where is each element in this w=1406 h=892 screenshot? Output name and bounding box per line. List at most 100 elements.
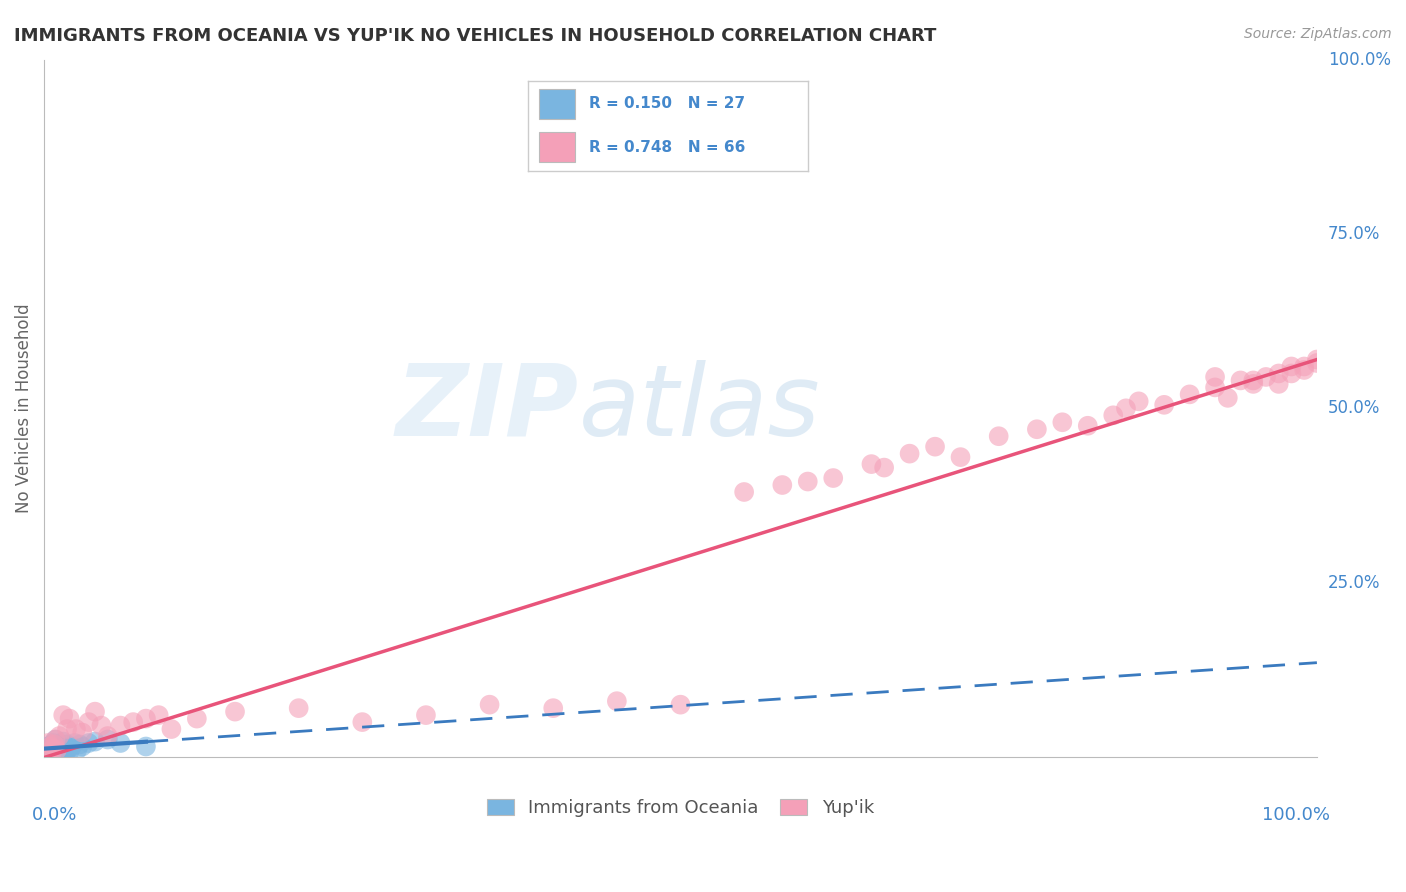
Text: ZIP: ZIP	[395, 359, 579, 457]
Point	[224, 705, 246, 719]
Point	[186, 712, 208, 726]
Point	[1229, 373, 1251, 387]
Point	[110, 718, 132, 732]
Point	[56, 722, 79, 736]
Point	[69, 738, 91, 752]
Point	[1306, 356, 1329, 370]
Point	[72, 739, 94, 754]
Point	[860, 457, 883, 471]
Point	[1153, 398, 1175, 412]
Point	[1281, 367, 1303, 381]
Point	[733, 485, 755, 500]
Point	[1025, 422, 1047, 436]
Text: 0.0%: 0.0%	[31, 805, 77, 824]
Point	[1241, 376, 1264, 391]
Point	[606, 694, 628, 708]
Point	[45, 732, 67, 747]
Point	[1052, 415, 1074, 429]
Point	[90, 718, 112, 732]
Point	[84, 734, 107, 748]
Point	[58, 744, 80, 758]
Point	[797, 475, 820, 489]
Point	[1281, 359, 1303, 374]
Point	[39, 743, 62, 757]
Point	[52, 734, 75, 748]
Point	[949, 450, 972, 464]
Point	[72, 725, 94, 739]
Point	[37, 736, 59, 750]
Point	[415, 708, 437, 723]
Point	[669, 698, 692, 712]
Point	[1294, 359, 1316, 374]
Point	[770, 478, 793, 492]
Point	[122, 715, 145, 730]
Point	[39, 739, 62, 754]
Point	[45, 743, 67, 757]
Point	[924, 440, 946, 454]
Text: IMMIGRANTS FROM OCEANIA VS YUP'IK NO VEHICLES IN HOUSEHOLD CORRELATION CHART: IMMIGRANTS FROM OCEANIA VS YUP'IK NO VEH…	[14, 27, 936, 45]
Point	[1306, 352, 1329, 367]
Point	[97, 729, 120, 743]
Point	[1178, 387, 1201, 401]
Text: 50.0%: 50.0%	[1329, 400, 1381, 417]
Point	[55, 747, 77, 761]
Point	[1128, 394, 1150, 409]
Text: 25.0%: 25.0%	[1329, 574, 1381, 591]
Point	[1115, 401, 1137, 416]
Point	[352, 715, 374, 730]
Point	[38, 744, 60, 758]
Point	[97, 732, 120, 747]
Point	[45, 732, 67, 747]
Point	[84, 705, 107, 719]
Point	[44, 744, 66, 758]
Point	[58, 712, 80, 726]
Legend: Immigrants from Oceania, Yup'ik: Immigrants from Oceania, Yup'ik	[479, 792, 882, 824]
Point	[45, 741, 67, 756]
Text: 100.0%: 100.0%	[1261, 805, 1330, 824]
Point	[60, 739, 83, 754]
Point	[135, 712, 157, 726]
Point	[52, 708, 75, 723]
Point	[1267, 376, 1289, 391]
Point	[541, 701, 564, 715]
Point	[160, 722, 183, 736]
Point	[987, 429, 1010, 443]
Point	[1102, 409, 1125, 423]
Text: 100.0%: 100.0%	[1329, 51, 1391, 69]
Point	[1241, 373, 1264, 387]
Point	[1267, 367, 1289, 381]
Point	[66, 743, 89, 757]
Point	[42, 741, 65, 756]
Point	[1204, 370, 1226, 384]
Point	[478, 698, 501, 712]
Point	[49, 744, 72, 758]
Point	[65, 722, 87, 736]
Point	[48, 738, 70, 752]
Text: 75.0%: 75.0%	[1329, 225, 1381, 243]
Point	[148, 708, 170, 723]
Point	[1216, 391, 1239, 405]
Point	[1254, 370, 1277, 384]
Point	[77, 736, 100, 750]
Point	[37, 739, 59, 754]
Point	[58, 741, 80, 756]
Point	[110, 736, 132, 750]
Point	[42, 736, 65, 750]
Point	[56, 738, 79, 752]
Point	[46, 747, 69, 761]
Point	[1294, 363, 1316, 377]
Point	[48, 729, 70, 743]
Text: Source: ZipAtlas.com: Source: ZipAtlas.com	[1244, 27, 1392, 41]
Text: atlas: atlas	[579, 359, 820, 457]
Point	[41, 747, 63, 761]
Point	[44, 738, 66, 752]
Y-axis label: No Vehicles in Household: No Vehicles in Household	[15, 303, 32, 513]
Point	[1204, 380, 1226, 394]
Point	[287, 701, 309, 715]
Point	[1077, 418, 1099, 433]
Point	[53, 743, 76, 757]
Point	[135, 739, 157, 754]
Point	[898, 447, 921, 461]
Point	[873, 460, 896, 475]
Point	[51, 739, 73, 754]
